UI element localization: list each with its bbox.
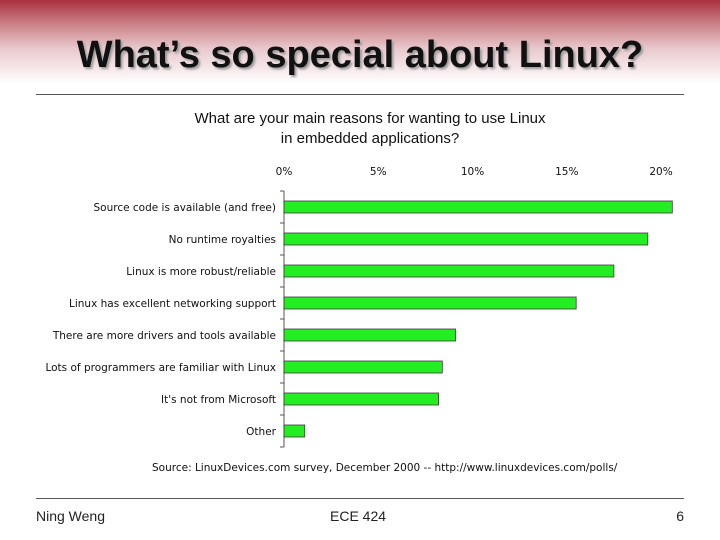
bar <box>283 200 673 214</box>
x-tick-label: 5% <box>370 166 387 178</box>
slide-title: What’s so special about Linux? <box>76 34 644 76</box>
footer-page-number: 6 <box>676 508 684 524</box>
category-label: It's not from Microsoft <box>161 394 276 406</box>
bar <box>283 392 439 406</box>
bar <box>283 232 649 246</box>
x-tick-label: 0% <box>276 166 293 178</box>
category-label: Other <box>246 426 276 438</box>
x-tick-label: 20% <box>649 166 672 178</box>
chart-source-note: Source: LinuxDevices.com survey, Decembe… <box>152 462 618 474</box>
footer-author: Ning Weng <box>36 508 106 524</box>
chart-title-line-1: What are your main reasons for wanting t… <box>194 110 546 127</box>
bar <box>283 424 306 438</box>
top-divider <box>36 94 684 95</box>
category-label: Lots of programmers are familiar with Li… <box>45 362 276 374</box>
bar <box>283 360 443 374</box>
bar <box>283 328 456 342</box>
bar <box>283 296 577 310</box>
category-label: No runtime royalties <box>169 234 276 246</box>
category-label: Linux has excellent networking support <box>69 298 276 310</box>
category-label: Source code is available (and free) <box>93 202 276 214</box>
chart-title-line-2: in embedded applications? <box>281 130 459 147</box>
x-tick-label: 15% <box>555 166 578 178</box>
footer-course: ECE 424 <box>330 508 387 524</box>
category-label: There are more drivers and tools availab… <box>52 330 276 342</box>
x-tick-label: 10% <box>461 166 484 178</box>
title-background-band <box>0 0 720 120</box>
chart-plot-area: 0% 5% 10% 15% 20% Source code is available (a… <box>45 166 673 448</box>
bottom-divider <box>36 498 684 499</box>
bar <box>283 264 615 278</box>
category-label: Linux is more robust/reliable <box>126 266 276 278</box>
